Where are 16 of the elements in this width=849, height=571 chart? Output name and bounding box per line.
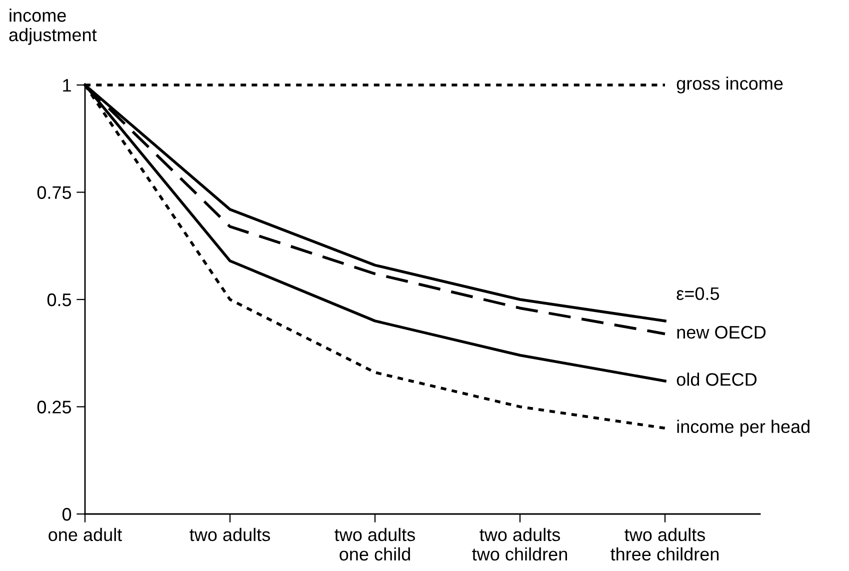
x-tick-label: two adults three children (610, 528, 719, 561)
series-label: new OECD (677, 326, 766, 339)
series-label: income per head (677, 420, 810, 437)
series-label: gross income (676, 76, 783, 94)
series-label: old OECD (676, 372, 757, 386)
y-tick-label: 1 (63, 79, 71, 92)
y-tick-label: 0.5 (47, 293, 72, 306)
x-tick-label: two adults (190, 528, 270, 542)
y-tick-label: 0.25 (37, 400, 72, 414)
x-tick-label: one adult (48, 528, 122, 542)
x-tick-label: two adults two children (472, 528, 568, 561)
y-axis-title: income adjustment (9, 8, 97, 45)
y-tick-label: 0.75 (37, 186, 72, 199)
series-label: ε=0.5 (676, 287, 720, 300)
x-tick-label: two adults one child (334, 528, 415, 561)
y-tick-label: 0 (62, 508, 72, 521)
